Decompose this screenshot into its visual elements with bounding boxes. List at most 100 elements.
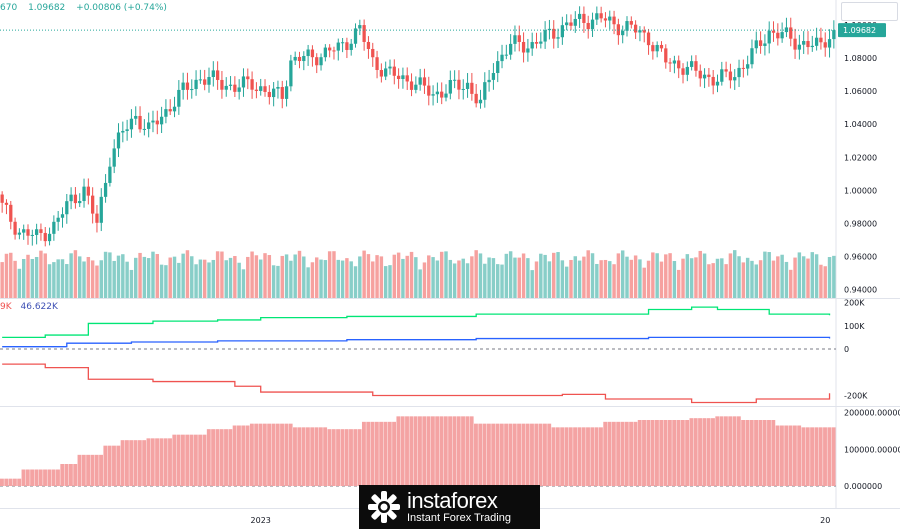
- histogram-bar: [228, 429, 233, 486]
- volume-bar: [280, 255, 284, 298]
- volume-bar: [185, 250, 190, 298]
- candle-body: [9, 204, 13, 222]
- volume-bar: [560, 260, 565, 298]
- candle-body: [159, 116, 164, 125]
- histogram-bar: [51, 469, 56, 486]
- candle-body: [30, 234, 34, 236]
- candle-body: [651, 45, 655, 52]
- volume-bar: [530, 270, 534, 298]
- candle-body: [500, 54, 504, 62]
- histogram-bar: [495, 423, 500, 486]
- histogram-bar: [745, 420, 750, 486]
- candle-body: [215, 70, 220, 80]
- price-tick-label: 1.08000: [844, 54, 877, 63]
- volume-bar: [784, 261, 789, 298]
- candle-body: [771, 30, 776, 33]
- candle-body: [401, 75, 405, 79]
- volume-bar: [168, 257, 172, 298]
- price-tick-label: 1.06000: [844, 87, 877, 96]
- candle-body: [323, 47, 327, 58]
- histogram-bar: [736, 416, 741, 486]
- histogram-bar: [267, 423, 272, 486]
- indicator-value-b: 46.622K: [20, 302, 58, 312]
- candle-body: [224, 85, 228, 90]
- histogram-bar: [370, 421, 375, 486]
- bar-tick-label: 100000.000000: [844, 445, 900, 454]
- histogram-bar: [478, 423, 483, 486]
- candle-body: [69, 194, 73, 202]
- candle-body: [797, 44, 802, 50]
- candle-body: [349, 43, 353, 50]
- histogram-bar: [469, 416, 474, 486]
- histogram-bar: [521, 423, 526, 486]
- candle-body: [422, 77, 427, 86]
- histogram-bar: [719, 416, 724, 486]
- candle-body: [457, 79, 461, 90]
- volume-bar: [651, 252, 655, 298]
- candle-body: [353, 28, 358, 44]
- candle-body: [763, 43, 767, 46]
- volume-bar: [306, 267, 310, 298]
- volume-bar: [444, 251, 448, 298]
- volume-bar: [547, 261, 552, 298]
- volume-bar: [388, 265, 392, 298]
- candle-body: [116, 132, 121, 149]
- candle-body: [73, 194, 78, 204]
- histogram-bar: [310, 427, 315, 486]
- histogram-bar: [564, 427, 569, 486]
- volume-bar: [362, 250, 366, 298]
- volume-bar: [379, 256, 384, 298]
- candle-body: [452, 79, 457, 81]
- histogram-bar: [353, 429, 358, 486]
- volume-bar: [396, 252, 401, 298]
- histogram-bar: [698, 418, 702, 486]
- volume-bar: [358, 256, 362, 298]
- histogram-bar: [77, 454, 82, 486]
- candle-body: [147, 122, 151, 129]
- candle-body: [241, 76, 246, 88]
- histogram-bar: [301, 427, 306, 486]
- scale-settings-box[interactable]: [841, 2, 898, 21]
- candle-body: [478, 99, 483, 104]
- histogram-bar: [723, 416, 728, 486]
- volume-bar: [513, 257, 517, 298]
- candle-body: [715, 81, 720, 86]
- volume-bar: [521, 253, 526, 298]
- candle-body: [409, 81, 414, 90]
- candle-body: [220, 79, 224, 90]
- volume-bar: [73, 250, 78, 298]
- volume-bar: [672, 261, 677, 298]
- candle-body: [702, 74, 707, 79]
- candle-body: [483, 82, 487, 100]
- histogram-bar: [818, 427, 823, 486]
- volume-bar: [685, 254, 690, 298]
- histogram-bar: [801, 427, 806, 486]
- histogram-bar: [392, 421, 397, 486]
- histogram-bar: [349, 429, 353, 486]
- histogram-bar: [331, 429, 336, 486]
- indicator-value-a: 9K: [0, 302, 12, 312]
- candle-body: [211, 70, 215, 78]
- volume-bar: [478, 253, 483, 298]
- candle-body: [138, 115, 142, 130]
- candle-body: [91, 195, 95, 214]
- volume-bar: [517, 257, 521, 298]
- candle-body: [448, 80, 452, 94]
- histogram-bar: [672, 420, 677, 486]
- histogram-bar: [86, 454, 91, 486]
- candle-body: [646, 32, 651, 46]
- candle-body: [806, 41, 810, 48]
- volume-bar: [711, 263, 715, 298]
- flow-tick-label: 100K: [844, 322, 865, 331]
- candle-body: [207, 77, 211, 85]
- candle-body: [56, 217, 60, 222]
- candle-body: [461, 88, 465, 90]
- volume-bar: [586, 250, 590, 298]
- time-tick-label: 20: [820, 516, 830, 525]
- histogram-bar: [4, 478, 9, 486]
- histogram-bar: [676, 420, 681, 486]
- histogram-bar: [620, 421, 625, 486]
- histogram-bar: [409, 416, 414, 486]
- volume-bar: [319, 259, 323, 298]
- candle-body: [504, 54, 508, 56]
